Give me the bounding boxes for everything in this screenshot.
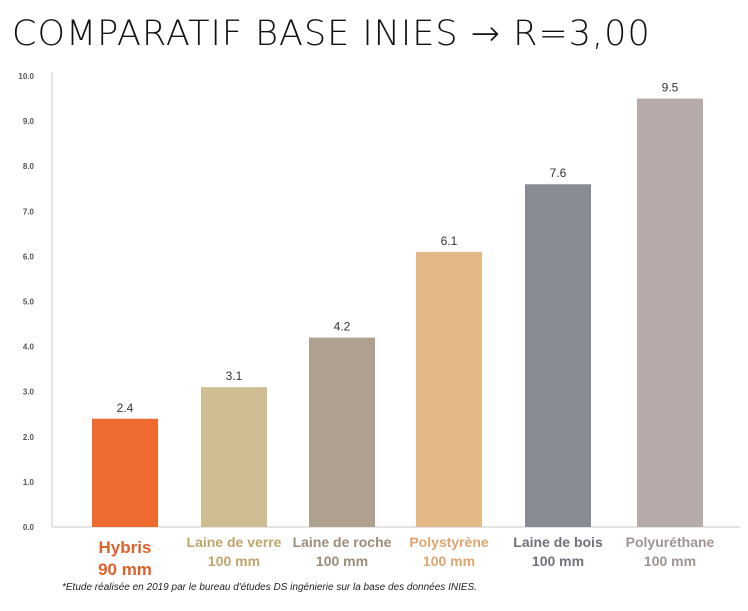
data-label: 9.5 bbox=[662, 81, 679, 95]
bar bbox=[416, 251, 482, 527]
y-tick-label: 3.0 bbox=[23, 388, 35, 397]
bar bbox=[637, 98, 703, 528]
y-tick-label: 9.0 bbox=[23, 117, 35, 126]
y-tick-label: 5.0 bbox=[23, 298, 35, 307]
y-tick-label: 10.0 bbox=[18, 72, 34, 81]
data-label: 2.4 bbox=[117, 401, 134, 415]
x-tick-label: Laine de verre bbox=[187, 534, 282, 550]
x-tick-label: Laine de bois bbox=[513, 534, 603, 550]
data-label: 4.2 bbox=[334, 320, 351, 334]
y-tick-label: 1.0 bbox=[23, 478, 35, 487]
y-tick-label: 2.0 bbox=[23, 433, 35, 442]
data-label: 3.1 bbox=[226, 369, 243, 383]
footnote: *Etude réalisée en 2019 par le bureau d'… bbox=[62, 582, 477, 593]
x-tick-sublabel: 100 mm bbox=[644, 553, 696, 569]
bar bbox=[92, 418, 158, 527]
y-tick-label: 8.0 bbox=[23, 162, 35, 171]
y-tick-label: 6.0 bbox=[23, 252, 35, 261]
chart-title: COMPARATIF BASE INIES → R=3,00 bbox=[12, 14, 651, 54]
bar bbox=[525, 184, 591, 528]
x-tick-sublabel: 100 mm bbox=[532, 553, 584, 569]
x-tick-sublabel: 90 mm bbox=[98, 560, 152, 579]
x-tick-sublabel: 100 mm bbox=[423, 553, 475, 569]
x-tick-sublabel: 100 mm bbox=[316, 553, 368, 569]
bar bbox=[201, 387, 267, 527]
data-label: 6.1 bbox=[441, 234, 458, 248]
x-tick-label: Hybris bbox=[99, 538, 152, 557]
x-tick-label: Polystyrène bbox=[409, 534, 489, 550]
x-tick-sublabel: 100 mm bbox=[208, 553, 260, 569]
y-tick-label: 4.0 bbox=[23, 343, 35, 352]
data-label: 7.6 bbox=[550, 166, 567, 180]
y-tick-label: 0.0 bbox=[23, 523, 35, 532]
x-tick-label: Polyuréthane bbox=[626, 534, 715, 550]
bar bbox=[309, 337, 375, 527]
y-tick-label: 7.0 bbox=[23, 207, 35, 216]
x-tick-label: Laine de roche bbox=[293, 534, 392, 550]
